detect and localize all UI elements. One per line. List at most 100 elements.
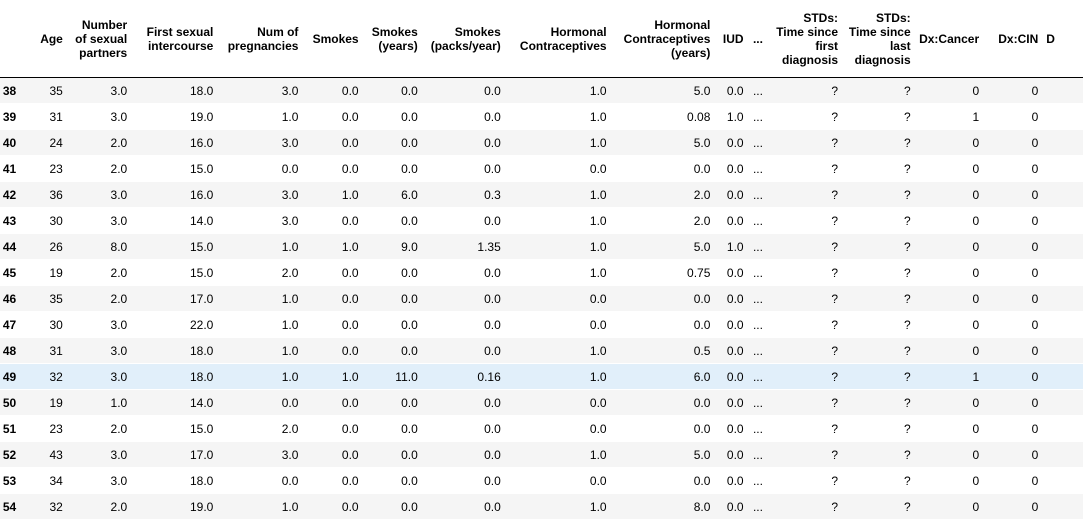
cell-age: 35 [20, 285, 67, 312]
cell-age: 34 [20, 467, 67, 494]
header-hormonal-contraceptives-years: Hormonal Contraceptives (years) [610, 0, 715, 78]
cell-stds-time-first: ? [768, 389, 842, 416]
cell-ellipsis: ... [747, 285, 769, 312]
cell-pad [1076, 285, 1083, 312]
cell-smokes: 0.0 [302, 285, 363, 312]
cell-pad [1076, 207, 1083, 234]
cell-smokes: 1.0 [302, 181, 363, 208]
cell-stds-time-first: ? [768, 207, 842, 234]
cell-smokes-packs-year: 0.0 [421, 103, 505, 130]
cell-dx-cancer: 0 [914, 467, 984, 494]
cell-num-sexual-partners: 2.0 [66, 129, 132, 156]
cell-dx-cin: 0 [983, 77, 1043, 104]
cell-index: 53 [0, 467, 21, 494]
cell-ellipsis: ... [747, 77, 769, 104]
cell-pad [1076, 129, 1083, 156]
header-hormonal-contraceptives: Hormonal Contraceptives [504, 0, 611, 78]
cell-first-sexual-intercourse: 14.0 [131, 389, 218, 416]
cell-hormonal-contraceptives-years: 0.0 [610, 311, 715, 338]
cell-first-sexual-intercourse: 18.0 [131, 467, 218, 494]
cell-stds-time-first: ? [768, 155, 842, 182]
table-row: 40 24 2.0 16.0 3.0 0.0 0.0 0.0 1.0 5.0 0.0...?? 0 0 [0, 129, 1083, 156]
cell-num-pregnancies: 0.0 [217, 389, 303, 416]
cell-stds-time-first: ? [768, 467, 842, 494]
cell-iud: 0.0 [714, 181, 748, 208]
cell-iud: 0.0 [714, 259, 748, 286]
cell-stds-time-last: ? [842, 259, 915, 286]
cell-hormonal-contraceptives: 1.0 [504, 207, 611, 234]
cell-dx-cancer: 0 [914, 285, 984, 312]
header-age: Age [20, 0, 67, 78]
cell-dx-cancer: 0 [914, 415, 984, 442]
table-header: Age Number of sexual partners First sexu… [0, 0, 1083, 78]
cell-hormonal-contraceptives-years: 0.0 [610, 415, 715, 442]
cell-hormonal-contraceptives: 1.0 [504, 181, 611, 208]
table-row: 39 31 3.0 19.0 1.0 0.0 0.0 0.0 1.0 0.08 1.0...?? 1 0 [0, 103, 1083, 130]
header-smokes: Smokes [302, 0, 363, 78]
cell-truncated [1042, 259, 1077, 286]
cell-num-sexual-partners: 8.0 [66, 233, 132, 260]
cell-stds-time-last: ? [842, 363, 915, 390]
cell-dx-cin: 0 [983, 415, 1043, 442]
cell-index: 42 [0, 181, 21, 208]
cell-pad [1076, 103, 1083, 130]
cell-num-sexual-partners: 2.0 [66, 285, 132, 312]
cell-stds-time-first: ? [768, 285, 842, 312]
cell-dx-cancer: 0 [914, 311, 984, 338]
cell-truncated [1042, 77, 1077, 104]
cell-dx-cin: 0 [983, 103, 1043, 130]
cell-dx-cancer: 1 [914, 103, 984, 130]
cell-stds-time-last: ? [842, 181, 915, 208]
cell-hormonal-contraceptives: 0.0 [504, 285, 611, 312]
cell-truncated [1042, 389, 1077, 416]
cell-stds-time-first: ? [768, 493, 842, 520]
table-row: 43 30 3.0 14.0 3.0 0.0 0.0 0.0 1.0 2.0 0.0...?? 0 0 [0, 207, 1083, 234]
cell-dx-cin: 0 [983, 181, 1043, 208]
cell-num-pregnancies: 1.0 [217, 285, 303, 312]
cell-dx-cin: 0 [983, 493, 1043, 520]
cell-smokes-years: 0.0 [362, 467, 422, 494]
cell-first-sexual-intercourse: 16.0 [131, 129, 218, 156]
cell-smokes: 0.0 [302, 77, 363, 104]
cell-num-pregnancies: 2.0 [217, 259, 303, 286]
header-dx-cancer: Dx:Cancer [914, 0, 984, 78]
table-row: 48 31 3.0 18.0 1.0 0.0 0.0 0.0 1.0 0.5 0.0...?? 0 0 [0, 337, 1083, 364]
cell-num-sexual-partners: 2.0 [66, 493, 132, 520]
cell-dx-cancer: 0 [914, 441, 984, 468]
cell-ellipsis: ... [747, 103, 769, 130]
cell-iud: 0.0 [714, 155, 748, 182]
header-ellipsis: ... [747, 0, 769, 78]
cell-iud: 0.0 [714, 363, 748, 390]
cell-stds-time-last: ? [842, 285, 915, 312]
cell-num-pregnancies: 1.0 [217, 493, 303, 520]
cell-dx-cancer: 0 [914, 493, 984, 520]
cell-iud: 0.0 [714, 207, 748, 234]
cell-ellipsis: ... [747, 337, 769, 364]
cell-smokes: 0.0 [302, 337, 363, 364]
cell-hormonal-contraceptives: 0.0 [504, 155, 611, 182]
table-row: 44 26 8.0 15.0 1.0 1.0 9.0 1.35 1.0 5.0 1.0...?? 0 0 [0, 233, 1083, 260]
cell-smokes: 0.0 [302, 311, 363, 338]
cell-pad [1076, 233, 1083, 260]
cell-num-pregnancies: 3.0 [217, 181, 303, 208]
cell-first-sexual-intercourse: 18.0 [131, 337, 218, 364]
cell-hormonal-contraceptives-years: 0.0 [610, 285, 715, 312]
cell-age: 19 [20, 259, 67, 286]
cell-truncated [1042, 233, 1077, 260]
cell-smokes-years: 0.0 [362, 493, 422, 520]
cell-ellipsis: ... [747, 155, 769, 182]
table-row: 53 34 3.0 18.0 0.0 0.0 0.0 0.0 0.0 0.0 0.0...?? 0 0 [0, 467, 1083, 494]
cell-iud: 0.0 [714, 493, 748, 520]
cell-stds-time-last: ? [842, 233, 915, 260]
header-truncated-column: D [1042, 0, 1077, 78]
cell-ellipsis: ... [747, 233, 769, 260]
cell-age: 24 [20, 129, 67, 156]
cell-stds-time-last: ? [842, 337, 915, 364]
cell-age: 26 [20, 233, 67, 260]
table-row: 38 35 3.0 18.0 3.0 0.0 0.0 0.0 1.0 5.0 0.0...?? 0 0 [0, 77, 1083, 104]
cell-index: 52 [0, 441, 21, 468]
cell-pad [1076, 259, 1083, 286]
cell-truncated [1042, 415, 1077, 442]
